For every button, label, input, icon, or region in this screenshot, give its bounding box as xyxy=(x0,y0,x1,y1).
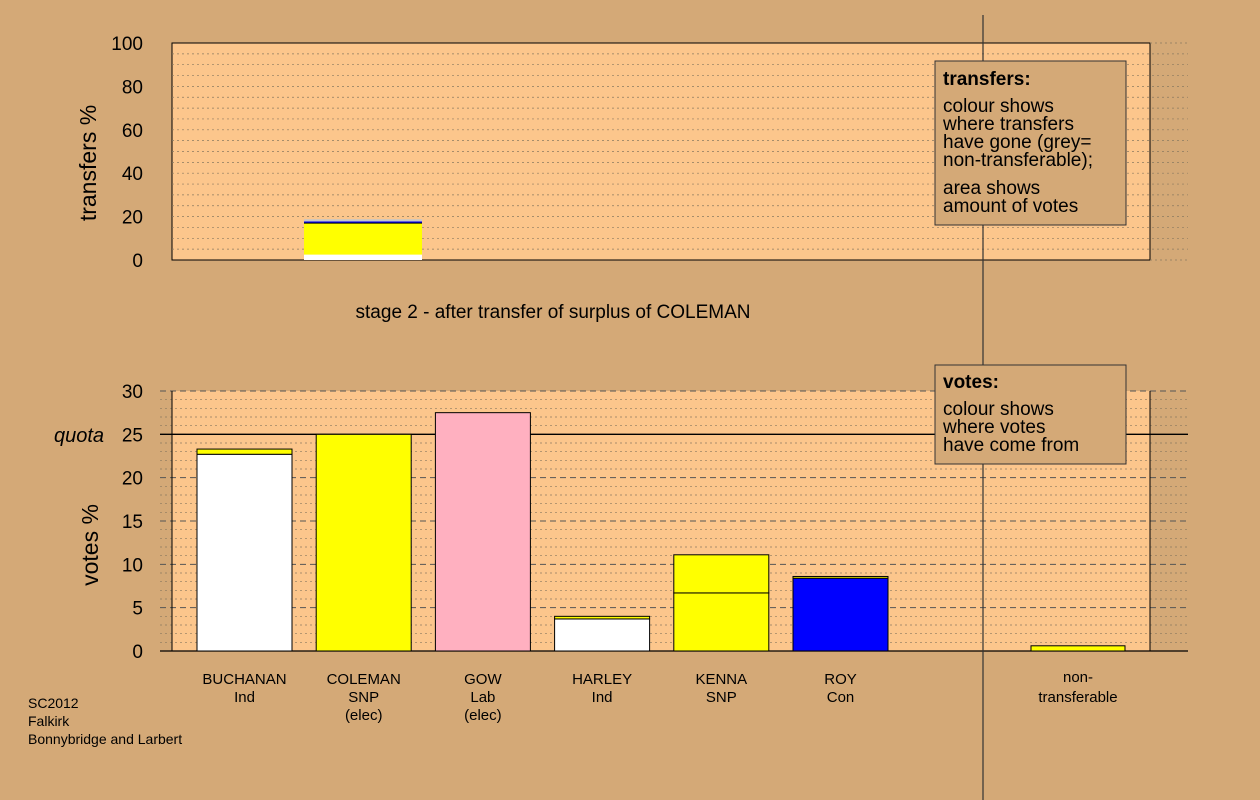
candidate-elected-label: (elec) xyxy=(464,707,502,724)
votes-legend-line: have come from xyxy=(943,435,1079,456)
candidate-name-label: ROY xyxy=(824,671,857,688)
transfers-bars xyxy=(304,219,422,260)
vote-segment-harley xyxy=(554,618,651,652)
transfers-legend-line: have gone (grey= xyxy=(943,132,1091,153)
vote-segment-harley xyxy=(554,615,651,620)
votes-y-ticks: 0 5 10 15 20 25 30 xyxy=(122,382,143,663)
transfers-legend-line: amount of votes xyxy=(943,196,1078,217)
candidate-party-label: Ind xyxy=(592,689,613,706)
candidate-name-label: GOW xyxy=(464,671,502,688)
candidate-party-label: Ind xyxy=(234,689,255,706)
transfers-legend-line: where transfers xyxy=(942,114,1074,135)
transfers-legend-line: area shows xyxy=(943,178,1040,199)
vote-segment-roy xyxy=(792,575,889,579)
transfers-legend-line: colour shows xyxy=(943,96,1054,117)
vote-segment-roy xyxy=(792,577,889,652)
footer-election: SC2012 xyxy=(28,695,79,711)
vote-segment-buchanan xyxy=(196,453,293,652)
nontransferable-label: transferable xyxy=(1038,689,1117,706)
votes-y-tick-label: 10 xyxy=(122,555,143,576)
candidate-name-label: KENNA xyxy=(695,671,747,688)
votes-y-tick-label: 15 xyxy=(122,512,143,533)
candidate-party-label: Lab xyxy=(470,689,495,706)
stage-caption: stage 2 - after transfer of surplus of C… xyxy=(356,302,751,323)
vote-segment-coleman xyxy=(315,433,412,652)
transfers-legend: transfers: colour shows where transfers … xyxy=(934,60,1127,226)
vote-segment-kenna xyxy=(673,554,770,594)
transfers-y-axis-label: transfers % xyxy=(75,105,101,221)
nontransferable-label: non- xyxy=(1063,669,1093,686)
transfer-segment-snp xyxy=(304,223,422,255)
quota-label: quota xyxy=(54,425,104,447)
candidate-party-label: Con xyxy=(827,689,855,706)
transfer-segment-ind xyxy=(304,254,422,260)
transfers-y-tick-label: 60 xyxy=(122,121,143,142)
votes-legend-box xyxy=(934,364,1127,465)
transfers-y-tick-label: 0 xyxy=(132,251,143,272)
vote-segment-kenna xyxy=(673,592,770,652)
candidate-party-label: SNP xyxy=(348,689,379,706)
votes-bars xyxy=(196,412,1126,652)
nontransferable-segment xyxy=(1030,645,1126,652)
candidate-name-label: BUCHANAN xyxy=(202,671,286,688)
transfers-legend-box xyxy=(934,60,1127,226)
transfers-y-tick-label: 80 xyxy=(122,77,143,98)
votes-y-tick-label: 30 xyxy=(122,382,143,403)
vote-segment-buchanan xyxy=(196,448,293,455)
votes-y-tick-label: 0 xyxy=(132,642,143,663)
candidate-party-label: SNP xyxy=(706,689,737,706)
vote-segment-gow xyxy=(434,412,531,652)
votes-y-tick-label: 20 xyxy=(122,469,143,490)
votes-legend-title: votes: xyxy=(943,372,999,393)
transfers-y-ticks: 0 20 40 60 80 100 xyxy=(111,34,143,272)
votes-legend-line: where votes xyxy=(942,417,1045,438)
transfers-legend-line: non-transferable); xyxy=(943,150,1093,171)
votes-legend: votes: colour shows where votes have com… xyxy=(934,364,1127,465)
footer-ward: Bonnybridge and Larbert xyxy=(28,731,182,747)
votes-y-axis-label: votes % xyxy=(77,504,103,586)
transfers-y-tick-label: 100 xyxy=(111,34,143,55)
footer-council: Falkirk xyxy=(28,713,70,729)
transfers-legend-title: transfers: xyxy=(943,69,1031,90)
candidate-name-label: HARLEY xyxy=(572,671,632,688)
votes-x-labels: BUCHANANIndCOLEMANSNP(elec)GOWLab(elec)H… xyxy=(202,669,1117,724)
candidate-name-label: COLEMAN xyxy=(327,671,401,688)
votes-y-tick-label: 5 xyxy=(132,599,143,620)
transfers-y-tick-label: 40 xyxy=(122,164,143,185)
votes-legend-line: colour shows xyxy=(943,399,1054,420)
transfer-segment-con xyxy=(304,221,422,224)
candidate-elected-label: (elec) xyxy=(345,707,383,724)
transfer-segment-nontransferable xyxy=(304,219,422,222)
votes-y-tick-label: 25 xyxy=(122,425,143,446)
transfers-y-tick-label: 20 xyxy=(122,208,143,229)
